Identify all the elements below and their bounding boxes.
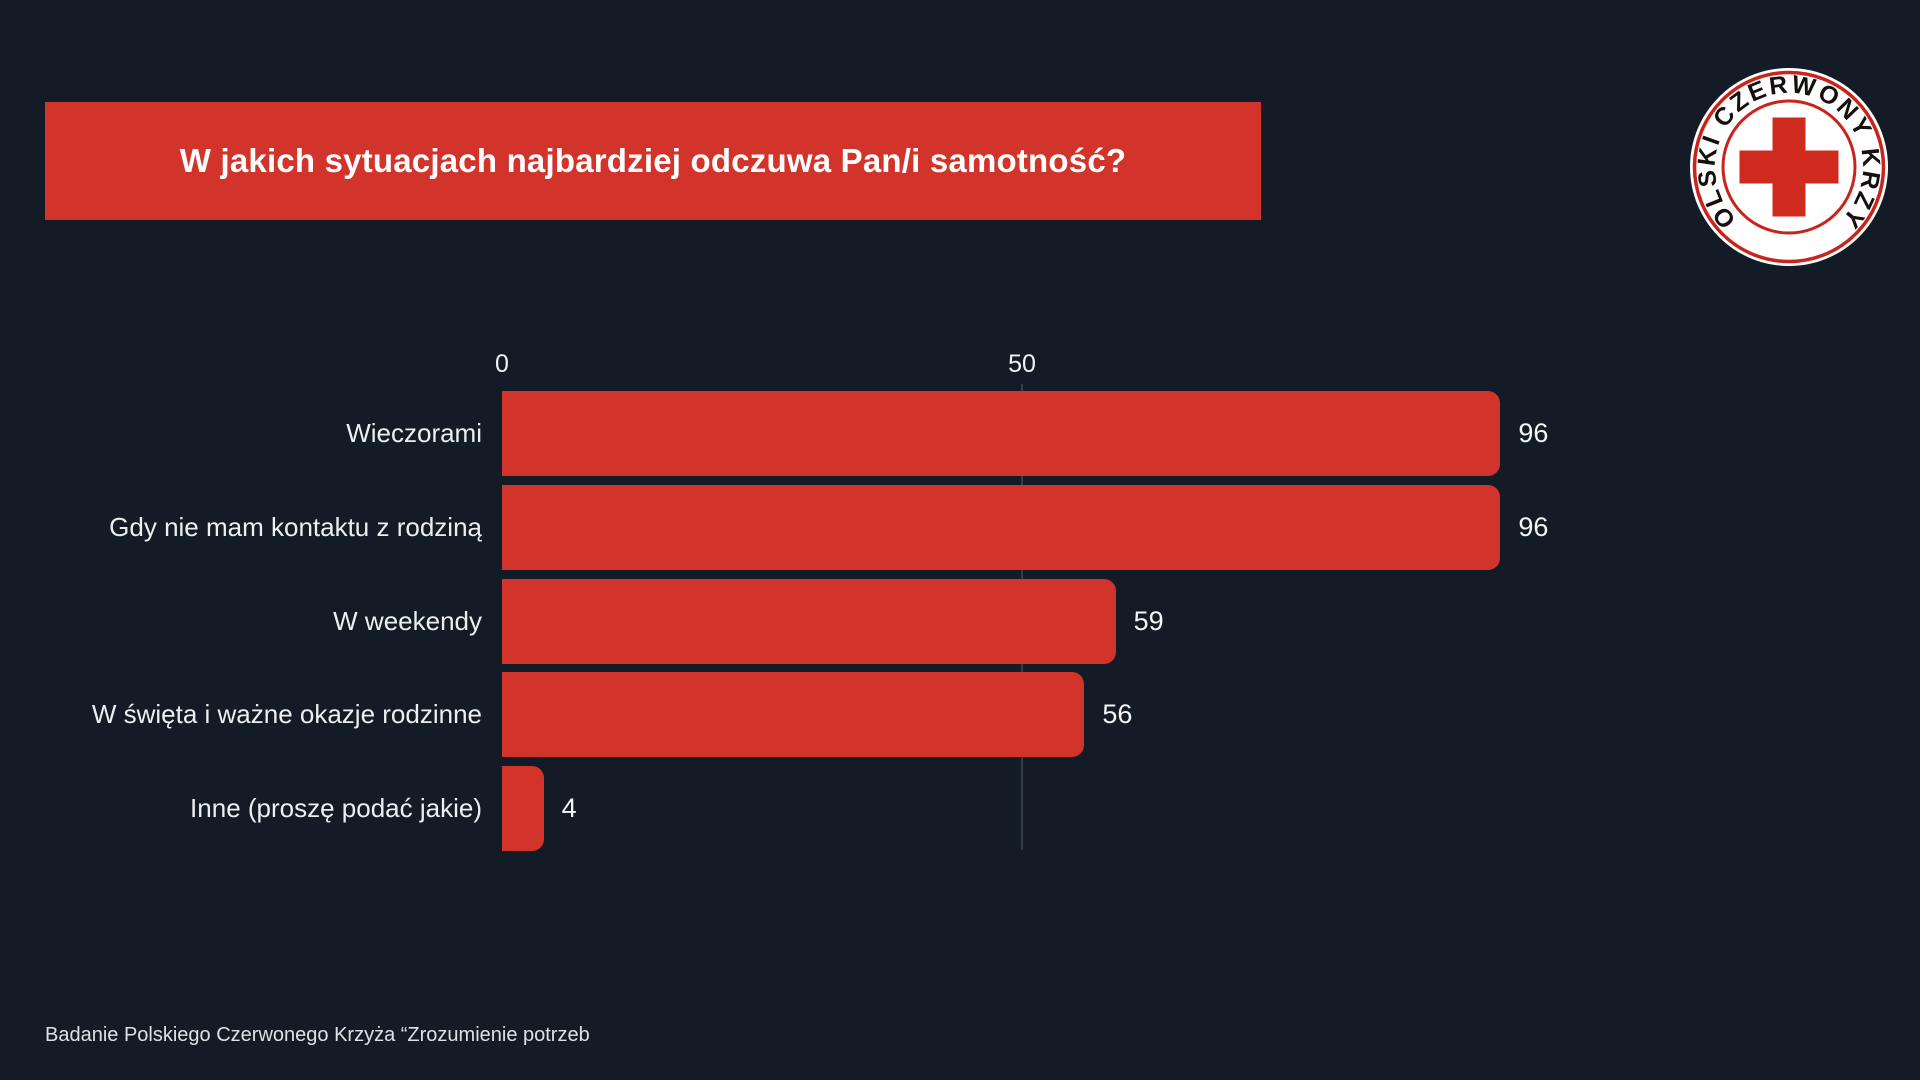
page-title: W jakich sytuacjach najbardziej odczuwa … (179, 142, 1127, 179)
value-label: 4 (561, 793, 577, 823)
bar (502, 484, 1501, 570)
category-label: Gdy nie mam kontaktu z rodziną (109, 511, 482, 542)
title-banner: W jakich sytuacjach najbardziej odczuwa … (45, 102, 1261, 220)
red-cross-logo-icon: POLSKI CZERWONY KRZYŻ (1689, 67, 1888, 266)
category-label: W święta i ważne okazje rodzinne (91, 699, 482, 730)
red-cross-icon (1739, 117, 1839, 217)
bar (502, 578, 1116, 664)
value-label: 59 (1133, 605, 1164, 636)
bar (502, 672, 1085, 758)
x-axis-tick-0: 0 (495, 350, 509, 378)
value-label: 96 (1518, 511, 1549, 542)
bar (502, 766, 544, 851)
value-label: 96 (1518, 418, 1549, 448)
value-label: 56 (1102, 699, 1133, 730)
polish-red-cross-logo: POLSKI CZERWONY KRZYŻ (1689, 67, 1889, 267)
x-axis-tick-50: 50 (1008, 350, 1036, 378)
source-note-line-1: Badanie Polskiego Czerwonego Krzyża “Zro… (45, 1024, 590, 1046)
category-label: Wieczorami (346, 418, 482, 448)
category-label: W weekendy (333, 605, 482, 636)
bar (502, 391, 1501, 476)
category-label: Inne (proszę podać jakie) (190, 793, 482, 823)
source-note: Badanie Polskiego Czerwonego Krzyża “Zro… (45, 963, 611, 1080)
